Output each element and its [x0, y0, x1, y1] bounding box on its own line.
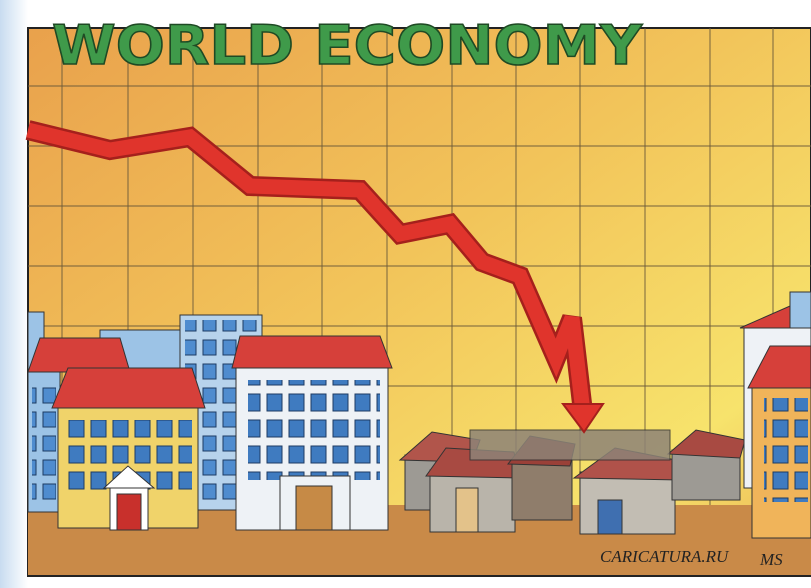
signature: MS [759, 550, 783, 569]
drawing-part [470, 430, 670, 460]
cartoon-title: WORLD ECONOMY [52, 14, 643, 77]
drawing-part [296, 486, 332, 530]
credit: CARICATURA.RU [600, 547, 730, 566]
drawing-part [52, 368, 205, 408]
drawing-part [790, 292, 811, 328]
drawing-part [28, 338, 130, 372]
drawing-part [232, 336, 392, 368]
drawing-part [764, 398, 808, 502]
drawing-part [580, 472, 675, 534]
page-edge [0, 0, 28, 588]
drawing-part [117, 494, 141, 530]
drawing-part [32, 380, 56, 505]
cartoon: WORLD ECONOMY [0, 0, 811, 588]
drawing-part [456, 488, 478, 532]
left-buildings [28, 312, 392, 530]
drawing-part [598, 500, 622, 534]
drawing-part [248, 380, 380, 480]
page: WORLD ECONOMY [0, 0, 811, 588]
drawing-part [512, 460, 572, 520]
